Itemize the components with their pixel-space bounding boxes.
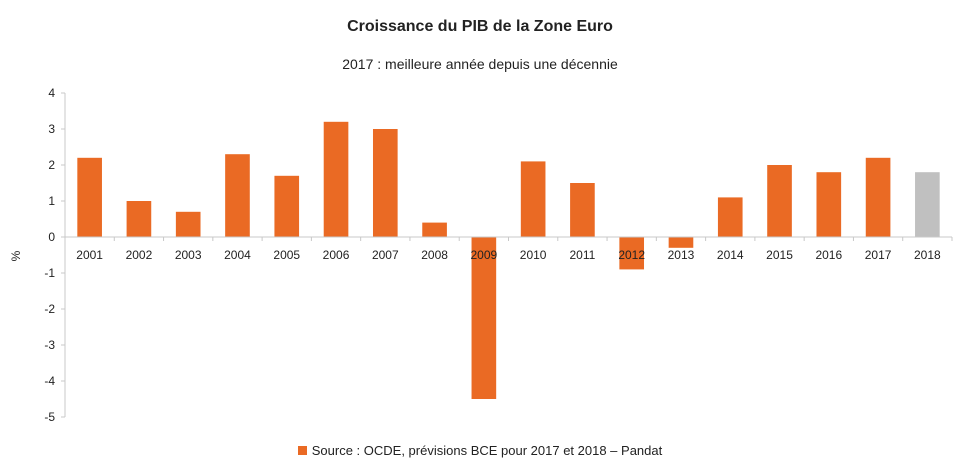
x-tick-label: 2014 [717, 248, 744, 262]
bar-2018 [915, 172, 940, 237]
bar-2001 [77, 157, 102, 237]
x-tick-label: 2005 [273, 248, 300, 262]
y-tick-label: -4 [44, 374, 55, 388]
x-axis: 2001 2002 2003 2004 2005 2006 2007 2008 2009 2010… [64, 236, 953, 262]
chart-subtitle: 2017 : meilleure année depuis une décenn… [342, 56, 618, 72]
bar-2016 [816, 172, 842, 237]
bar-2009 [471, 237, 497, 399]
y-tick-label: -2 [44, 302, 55, 316]
x-tick-label: 2006 [323, 248, 350, 262]
y-tick-label: -1 [44, 266, 55, 280]
y-tick-label: -5 [44, 410, 55, 424]
bars [77, 121, 940, 399]
x-tick-label: 2008 [421, 248, 448, 262]
x-tick-label: 2011 [570, 248, 596, 262]
x-tick-label: 2007 [372, 248, 399, 262]
bar-2006 [323, 121, 349, 237]
bar-2005 [274, 175, 300, 237]
legend-label: Source : OCDE, prévisions BCE pour 2017 … [311, 443, 663, 458]
x-tick-label: 2003 [175, 248, 202, 262]
x-tick-label: 2017 [865, 248, 892, 262]
bar-2014 [717, 197, 743, 237]
y-tick-label: 4 [48, 86, 55, 100]
legend-swatch [297, 446, 307, 455]
y-tick-label: 2 [48, 158, 55, 172]
bar-2002 [126, 201, 152, 237]
x-tick-label: 2001 [76, 248, 103, 262]
bar-2008 [422, 222, 447, 237]
x-tick-label: 2004 [224, 248, 251, 262]
y-tick-label: 1 [48, 194, 55, 208]
x-tick-label: 2009 [471, 248, 498, 262]
x-tick-label: 2012 [618, 248, 645, 262]
x-tick-label: 2016 [815, 248, 842, 262]
y-axis: 4 3 2 1 0 -1 -2 -3 -4 -5 [44, 86, 66, 424]
bar-2015 [767, 165, 792, 237]
bar-2017 [865, 157, 891, 237]
x-tick-label: 2015 [766, 248, 793, 262]
y-tick-label: -3 [44, 338, 55, 352]
bar-2011 [570, 183, 595, 237]
chart-title: Croissance du PIB de la Zone Euro [347, 18, 613, 35]
y-tick-label: 3 [48, 122, 55, 136]
bar-2012 [619, 237, 645, 270]
x-tick-label: 2002 [126, 248, 153, 262]
bar-2007 [372, 129, 398, 237]
bar-2013 [668, 237, 694, 248]
y-tick-label: 0 [48, 230, 55, 244]
x-tick-label: 2018 [914, 248, 941, 262]
bar-2003 [175, 211, 201, 237]
bar-2004 [225, 154, 250, 237]
legend: Source : OCDE, prévisions BCE pour 2017 … [0, 443, 960, 458]
y-axis-label: % [9, 250, 23, 261]
x-tick-label: 2010 [520, 248, 547, 262]
x-tick-label: 2013 [668, 248, 695, 262]
bar-2010 [520, 161, 546, 237]
